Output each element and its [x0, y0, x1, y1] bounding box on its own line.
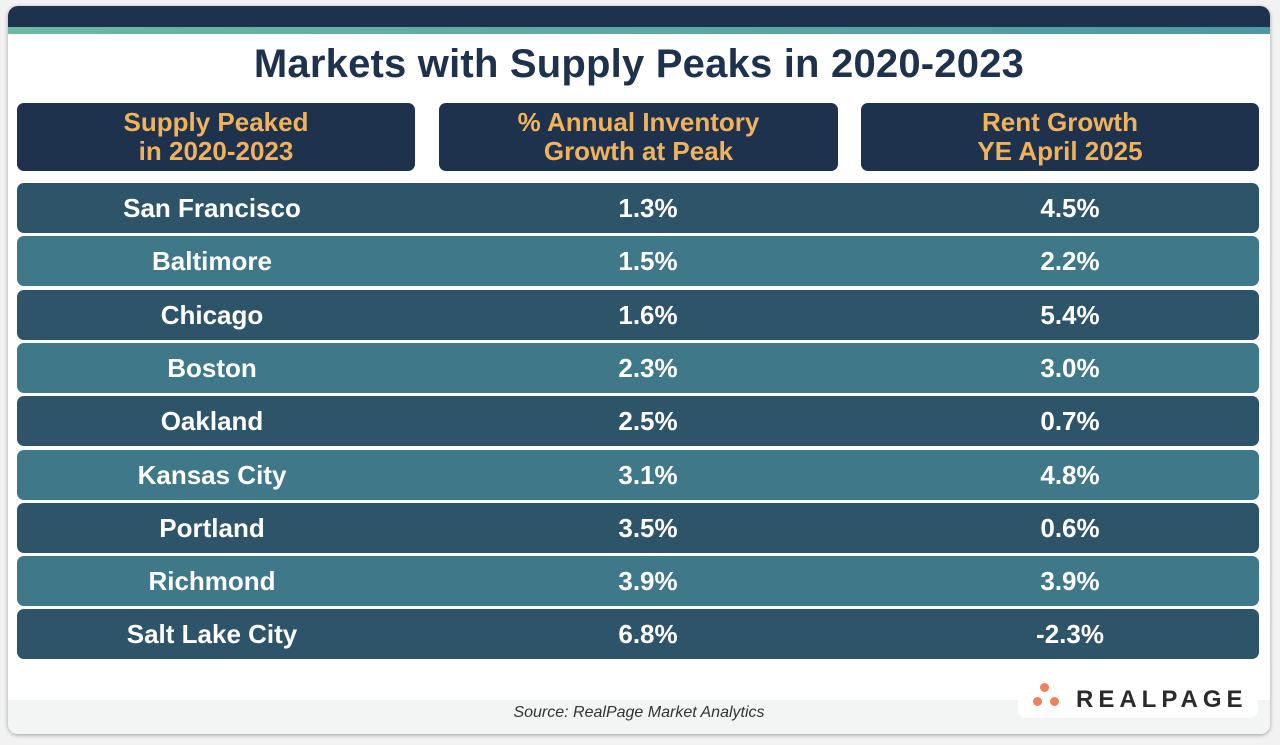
table-row: Boston 2.3% 3.0% — [17, 342, 1259, 393]
page-title: Markets with Supply Peaks in 2020-2023 — [253, 42, 1025, 86]
rent-growth-cell: -2.3% — [1036, 619, 1104, 650]
logo-text: REALPAGE — [1076, 686, 1248, 713]
source-note: Source: RealPage Market Analytics — [513, 704, 765, 721]
rent-growth-cell: 0.7% — [1040, 406, 1100, 437]
infographic-card: Markets with Supply Peaks in 2020-2023 S… — [8, 6, 1270, 734]
table-row: Chicago 1.6% 5.4% — [17, 289, 1259, 340]
rent-growth-cell: 3.9% — [1040, 566, 1100, 597]
column-header-market: Supply Peaked in 2020-2023 — [17, 103, 415, 171]
market-cell: Oakland — [160, 406, 264, 437]
inventory-growth-cell: 1.3% — [618, 193, 678, 223]
rent-growth-cell: 2.2% — [1040, 246, 1100, 277]
inventory-growth-cell: 1.6% — [618, 299, 678, 330]
accent-strip — [8, 27, 1270, 34]
inventory-growth-cell: 3.5% — [618, 512, 678, 543]
market-cell: Richmond — [148, 566, 276, 597]
logo-dot-icon — [1040, 683, 1049, 692]
inventory-growth-cell: 3.1% — [618, 459, 678, 490]
market-cell: Boston — [167, 352, 257, 383]
inventory-growth-cell: 3.9% — [618, 566, 678, 597]
table-row: Salt Lake City 6.8% -2.3% — [17, 609, 1259, 660]
rent-growth-cell: 4.8% — [1040, 459, 1100, 490]
logo-dot-icon — [1033, 697, 1042, 706]
table-row: Oakland 2.5% 0.7% — [17, 396, 1259, 447]
rent-growth-cell: 3.0% — [1040, 352, 1100, 383]
rent-growth-cell: 0.6% — [1040, 512, 1100, 543]
table-row: Richmond 3.9% 3.9% — [17, 556, 1259, 607]
table-row: San Francisco 1.3% 4.5% — [17, 183, 1259, 233]
market-cell: Portland — [159, 512, 265, 543]
table-row: Kansas City 3.1% 4.8% — [17, 449, 1259, 500]
inventory-growth-cell: 2.3% — [618, 352, 678, 383]
inventory-growth-cell: 1.5% — [618, 246, 678, 277]
inventory-growth-cell: 2.5% — [618, 406, 678, 437]
market-cell: Chicago — [160, 299, 264, 330]
top-bar — [8, 6, 1270, 27]
column-header-inventory-growth: % Annual Inventory Growth at Peak — [439, 103, 838, 171]
market-cell: Salt Lake City — [126, 619, 298, 650]
market-cell: San Francisco — [123, 193, 301, 223]
market-cell: Kansas City — [137, 459, 287, 490]
logo-dot-icon — [1050, 697, 1059, 706]
rent-growth-cell: 5.4% — [1040, 299, 1100, 330]
rent-growth-cell: 4.5% — [1040, 193, 1100, 223]
realpage-logo: REALPAGE — [1018, 678, 1258, 718]
inventory-growth-cell: 6.8% — [618, 619, 678, 650]
market-cell: Baltimore — [152, 246, 272, 277]
table-row: Baltimore 1.5% 2.2% — [17, 236, 1259, 287]
table-row: Portland 3.5% 0.6% — [17, 502, 1259, 553]
column-header-rent-growth: Rent Growth YE April 2025 — [861, 103, 1259, 171]
